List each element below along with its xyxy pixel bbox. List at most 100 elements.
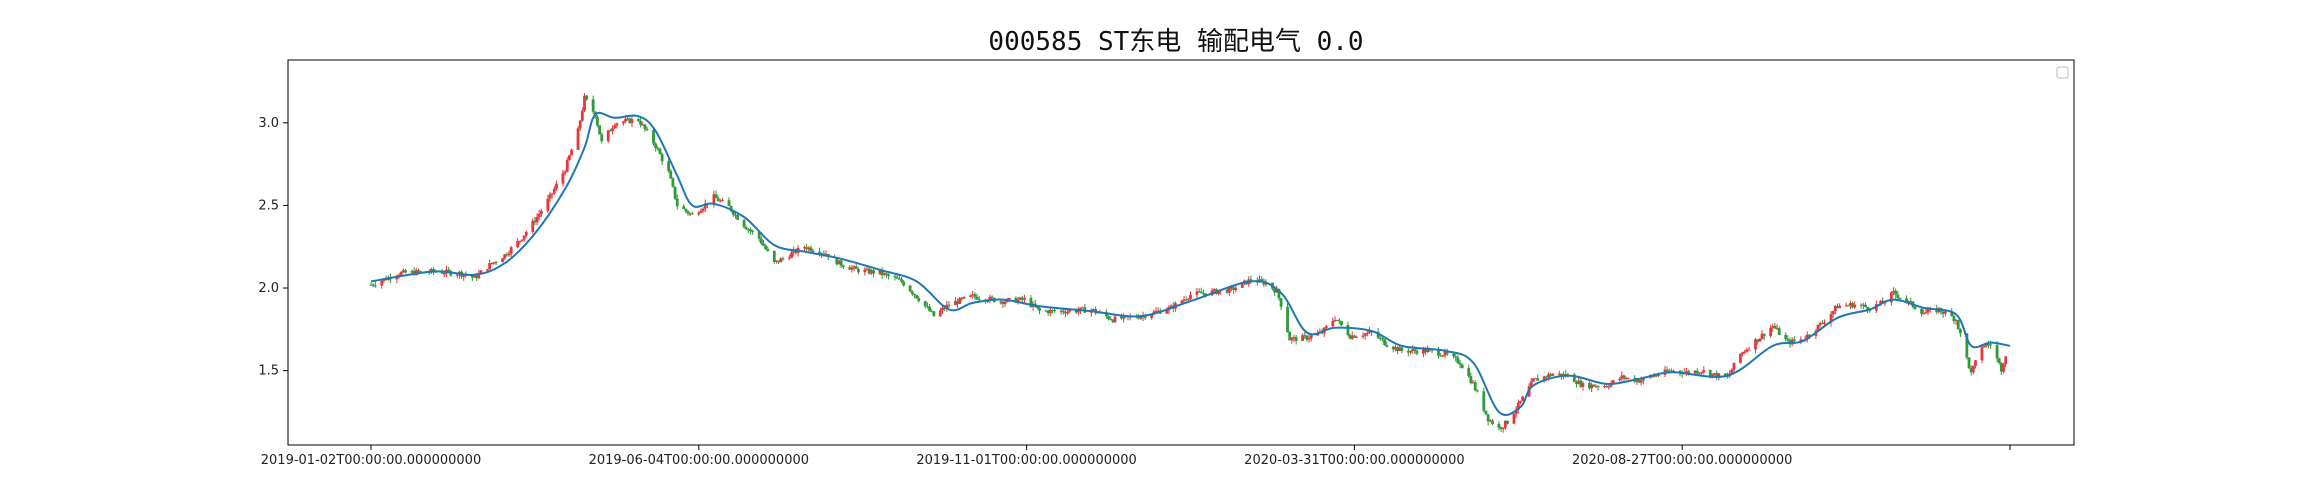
candle-body (417, 270, 420, 272)
candle-body (1924, 312, 1928, 314)
candle-417 (1626, 377, 1630, 380)
candle-471 (1790, 337, 1794, 347)
candle-367 (1475, 389, 1479, 393)
candle-body (1029, 298, 1033, 307)
candle-413 (1618, 376, 1622, 382)
candle-215 (1018, 296, 1022, 301)
candle-body (410, 270, 414, 273)
candle-body (1667, 370, 1671, 372)
candle-337 (1385, 341, 1389, 348)
candle-469 (1786, 335, 1790, 343)
candle-body (1579, 380, 1583, 387)
candle-77 (600, 132, 604, 144)
candle-body (1365, 332, 1369, 334)
candle-385 (1531, 377, 1535, 383)
candle-body (1626, 377, 1630, 379)
y-tick-label: 1.5 (258, 364, 279, 379)
candle-body (1512, 413, 1516, 424)
candle-body (1439, 355, 1443, 357)
candle-195 (958, 296, 962, 305)
candle-304 (1288, 331, 1292, 341)
candle-body (477, 273, 481, 279)
candle-122 (736, 213, 740, 221)
candle-body (777, 260, 780, 263)
candle-107 (690, 211, 694, 215)
candle-129 (759, 236, 763, 246)
candle-body (1723, 373, 1727, 377)
candle-body (1018, 297, 1022, 300)
candle-135 (777, 260, 780, 264)
candle-355 (1441, 354, 1445, 358)
candle-body (1889, 292, 1893, 303)
candle-body (1335, 319, 1339, 321)
candle-body (533, 220, 537, 223)
candle-540 (1999, 362, 2003, 376)
candle-463 (1769, 324, 1773, 338)
candle-body (1958, 329, 1962, 334)
candle-124 (744, 225, 748, 230)
candle-453 (1739, 353, 1742, 364)
candle-127 (751, 229, 755, 235)
candle-body (1547, 374, 1550, 378)
candle-body (1849, 303, 1852, 306)
candle-body (1331, 321, 1335, 327)
candle-183 (923, 300, 927, 309)
candle-83 (621, 120, 625, 126)
candle-body (1165, 310, 1169, 314)
candle-body (1197, 291, 1201, 293)
candle-body (1324, 326, 1328, 328)
candle-542 (2004, 356, 2008, 368)
candle-body (1064, 312, 1067, 314)
candle-body (764, 245, 768, 250)
candle-body (1713, 373, 1716, 375)
candle-body (1607, 386, 1611, 388)
candle-370 (1486, 414, 1490, 426)
candle-body (1156, 310, 1160, 312)
candle-body (1346, 325, 1350, 336)
candle-body (531, 220, 535, 232)
candle-201 (975, 293, 979, 300)
candle-91 (643, 123, 647, 132)
candle-338 (1391, 345, 1395, 353)
candle-body (781, 258, 785, 260)
candle-body (509, 247, 513, 254)
candle-body (932, 311, 936, 317)
candle-166 (869, 268, 873, 276)
candle-body (1792, 339, 1796, 341)
candle-48 (516, 238, 520, 249)
candle-body (1204, 293, 1207, 296)
candle-170 (882, 272, 886, 277)
candle-body (1657, 374, 1660, 376)
candle-body (1745, 349, 1749, 352)
candle-body (1952, 316, 1956, 322)
candle-body (660, 154, 664, 162)
candle-body (1051, 309, 1054, 311)
candle-body (736, 214, 740, 220)
candle-body (990, 296, 994, 298)
candle-body (1503, 420, 1507, 428)
candle-375 (1501, 427, 1505, 433)
candle-363 (1467, 364, 1471, 378)
candle-body (1199, 291, 1203, 294)
candle-body (1693, 370, 1697, 374)
candle-487 (1838, 303, 1842, 309)
candle-45 (505, 252, 509, 257)
candle-body (1044, 310, 1048, 312)
candle-75 (596, 115, 599, 128)
candle-body (1081, 307, 1085, 309)
candle-body (1061, 310, 1065, 313)
candle-398 (1572, 372, 1576, 383)
candle-body (1820, 323, 1824, 325)
candle-body (522, 235, 526, 240)
candle-88 (637, 117, 640, 123)
candle-body (1497, 423, 1501, 428)
candle-body (1409, 350, 1412, 353)
candle-452 (1732, 362, 1736, 374)
candle-147 (811, 248, 815, 253)
candle-208 (999, 300, 1003, 305)
candle-body (1426, 349, 1430, 353)
candle-body (772, 250, 776, 262)
x-tick-label: 2019-06-04T00:00:00.000000000 (589, 453, 809, 468)
candle-39 (488, 259, 492, 270)
candle-body (872, 270, 875, 274)
